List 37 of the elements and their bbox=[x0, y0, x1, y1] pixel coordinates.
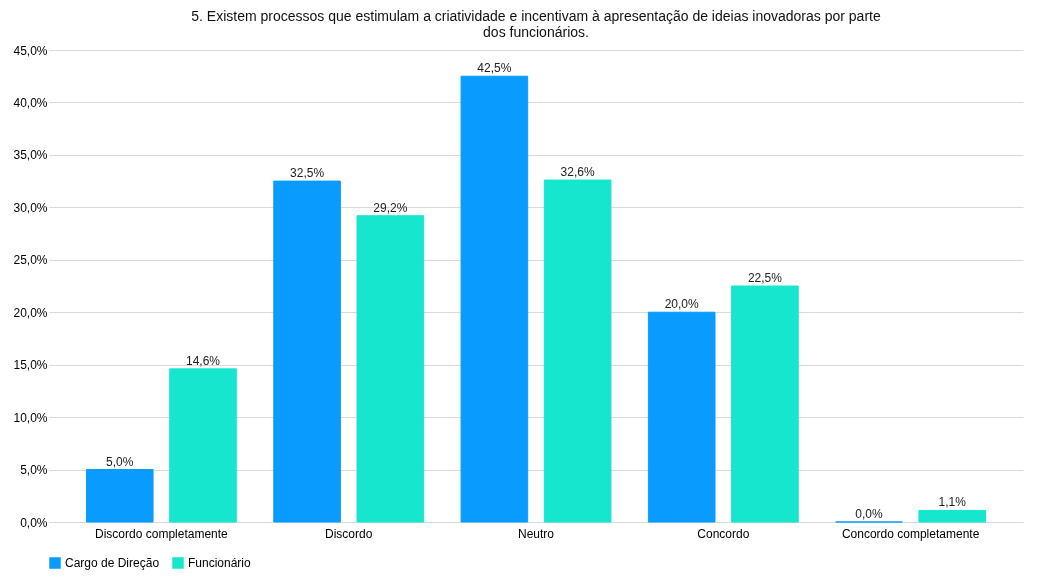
x-tick-label: Discordo completamente bbox=[95, 526, 229, 541]
y-tick-label: 45,0% bbox=[13, 43, 48, 58]
x-tick-label: Discordo bbox=[325, 526, 373, 541]
y-tick-label: 5,0% bbox=[20, 463, 48, 478]
bar bbox=[918, 509, 987, 523]
y-tick-label: 0,0% bbox=[20, 515, 48, 530]
y-tick-label: 30,0% bbox=[13, 200, 48, 215]
data-label: 5,0% bbox=[106, 454, 134, 469]
y-tick-label: 35,0% bbox=[13, 148, 48, 163]
data-label: 32,5% bbox=[290, 166, 325, 181]
y-tick-label: 25,0% bbox=[13, 253, 48, 268]
data-label: 29,2% bbox=[373, 200, 408, 215]
x-tick-label: Concordo completamente bbox=[841, 526, 980, 541]
legend-label: Cargo de Direção bbox=[65, 556, 160, 570]
y-tick-label: 15,0% bbox=[13, 358, 48, 373]
data-label: 14,6% bbox=[185, 353, 221, 368]
data-label: 42,5% bbox=[477, 61, 512, 76]
data-label: 1,1% bbox=[938, 495, 967, 510]
y-tick-label: 10,0% bbox=[13, 410, 48, 425]
bar bbox=[543, 179, 612, 523]
y-tick-label: 40,0% bbox=[13, 95, 48, 110]
x-tick-label: Concordo bbox=[697, 526, 750, 541]
data-label: 22,5% bbox=[747, 271, 783, 285]
data-label: 32,6% bbox=[560, 165, 595, 180]
bar bbox=[460, 75, 529, 523]
bar bbox=[273, 180, 341, 523]
bar bbox=[647, 311, 716, 523]
bar bbox=[731, 285, 799, 523]
y-tick-label: 20,0% bbox=[13, 305, 48, 320]
bar bbox=[85, 469, 154, 523]
data-label: 0,0% bbox=[855, 507, 883, 521]
chart-title: 5. Existem processos que estimulam a criatividade e incentivam à apresentação de ideias inovadoras por parte dos funcionários. bbox=[191, 8, 881, 40]
bar bbox=[169, 368, 237, 523]
legend-label: Funcionário bbox=[188, 556, 252, 570]
bar bbox=[356, 215, 425, 523]
data-label: 20,0% bbox=[664, 297, 700, 312]
x-tick-label: Neutro bbox=[517, 526, 555, 541]
